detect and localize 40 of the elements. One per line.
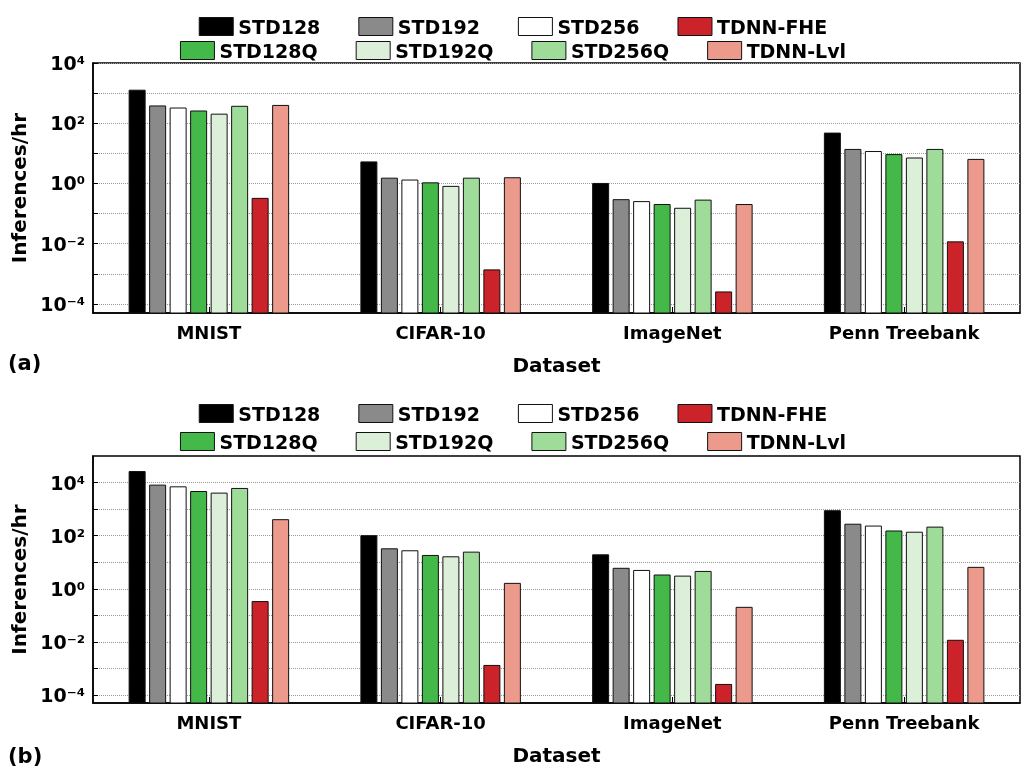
y-tick-label: 10²: [50, 524, 85, 547]
legend-label: TDNN-Lvl: [746, 39, 847, 62]
legend-label: STD256Q: [570, 430, 670, 453]
legend-label: STD192Q: [395, 39, 494, 62]
x-tick-label: ImageNet: [623, 711, 723, 733]
legend-label: STD256Q: [570, 39, 670, 62]
x-tick-label: CIFAR-10: [395, 711, 486, 733]
y-tick-label: 10⁻²: [40, 232, 85, 255]
legend-label: STD128: [238, 402, 321, 425]
x-tick-label: CIFAR-10: [395, 321, 486, 343]
y-tick-label: 10⁴: [50, 471, 85, 494]
x-tick-label: MNIST: [176, 321, 243, 343]
y-axis-title: Inferences/hr: [7, 504, 32, 655]
y-tick-label: 10²: [50, 112, 85, 135]
legend-label: STD256: [557, 15, 640, 38]
y-tick-label: 10⁻⁴: [40, 684, 85, 707]
legend-label: STD128: [238, 15, 321, 38]
legend-label: STD192: [397, 402, 480, 425]
legend-label: STD192: [397, 15, 480, 38]
y-tick-label: 10⁻⁴: [40, 292, 85, 315]
legend-label: STD128Q: [219, 39, 318, 62]
legend-label: TDNN-FHE: [716, 402, 828, 425]
text: (b): [8, 743, 43, 768]
x-axis-title: Dataset: [512, 353, 602, 377]
x-tick-label: ImageNet: [623, 321, 723, 343]
x-axis-title: Dataset: [512, 743, 602, 767]
y-tick-label: 10⁰: [50, 172, 85, 195]
y-tick-label: 10⁰: [50, 577, 85, 600]
x-tick-label: Penn Treebank: [828, 321, 981, 343]
legend-label: STD256: [557, 402, 640, 425]
x-tick-label: Penn Treebank: [828, 711, 981, 733]
legend-label: TDNN-FHE: [716, 15, 828, 38]
legend-label: TDNN-Lvl: [746, 430, 847, 453]
legend-label: STD128Q: [219, 430, 318, 453]
y-axis-title: Inferences/hr: [7, 112, 32, 264]
y-tick-label: 10⁻²: [40, 630, 85, 653]
legend-label: STD192Q: [395, 430, 494, 453]
text: (a): [8, 350, 42, 375]
y-tick-label: 10⁴: [50, 52, 85, 74]
x-tick-label: MNIST: [176, 711, 243, 733]
